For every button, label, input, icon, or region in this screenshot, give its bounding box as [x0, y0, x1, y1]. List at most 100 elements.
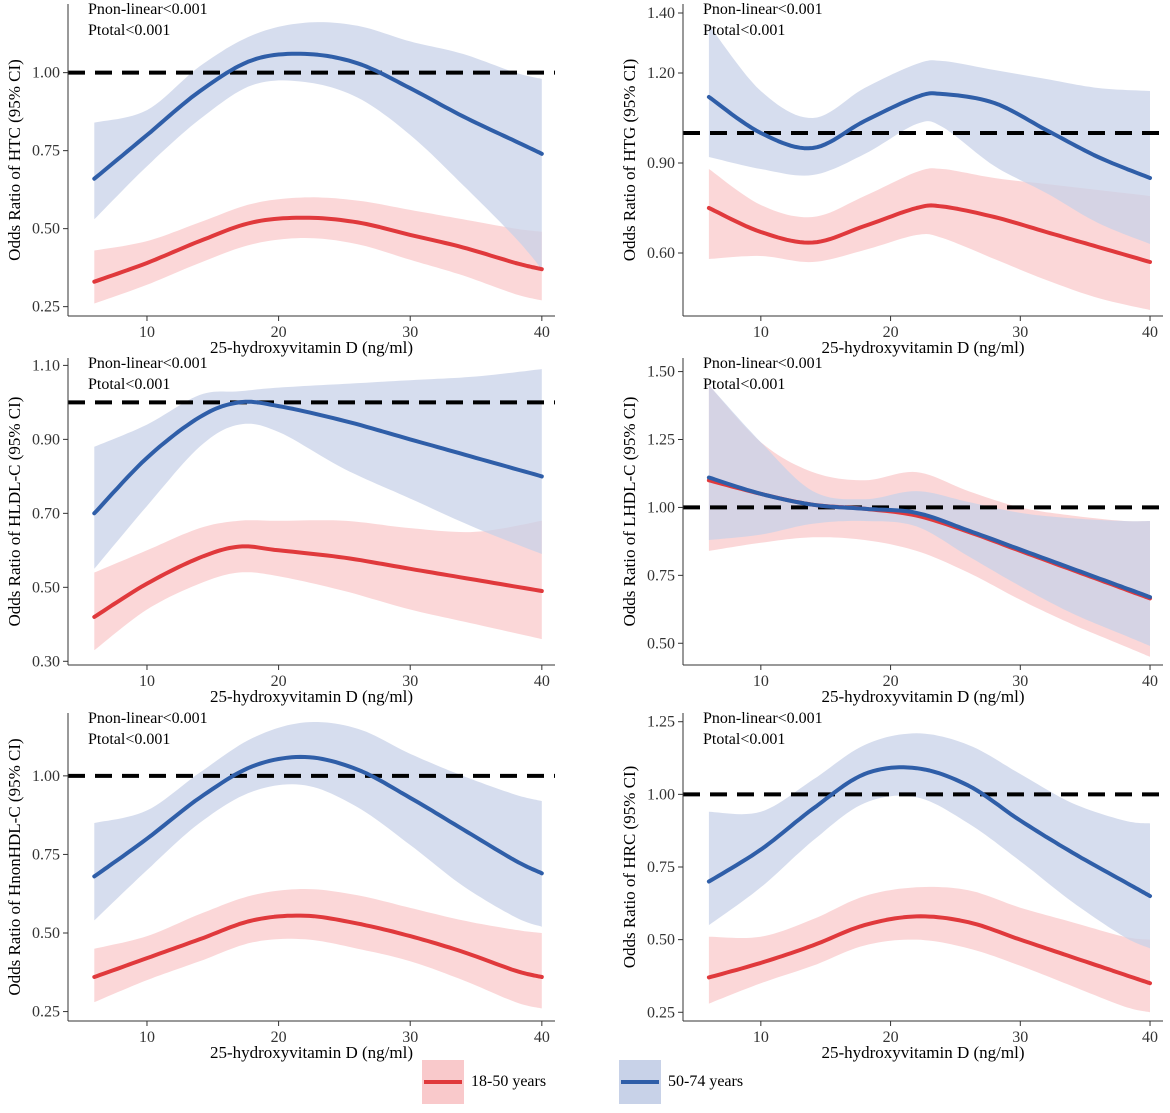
- y-tick-label: 0.90: [647, 155, 675, 172]
- y-tick-label: 0.50: [32, 925, 60, 942]
- x-tick-label: 30: [402, 673, 418, 690]
- chart-panel-4: 0.50 0.75 1.00 1.25 1.50 10 20 30 40 25-hydroxyvi…: [620, 355, 1163, 706]
- y-axis-title: Odds Ratio of HnonHDL-C (95% CI): [5, 738, 24, 995]
- x-tick-label: 40: [1142, 324, 1158, 341]
- ci-band-50-74: [708, 733, 1150, 949]
- x-tick-label: 10: [753, 324, 769, 341]
- y-tick-label: 1.00: [32, 65, 60, 82]
- ci-band-50-74: [94, 369, 542, 569]
- x-tick-label: 20: [883, 1029, 899, 1046]
- y-tick-label: 1.10: [32, 357, 60, 374]
- ci-band-18-50: [708, 886, 1150, 1013]
- x-tick-label: 20: [271, 673, 287, 690]
- x-tick-label: 10: [139, 324, 155, 341]
- y-tick-label: 1.25: [647, 432, 675, 449]
- p-nonlinear-annotation: Pnon-linear<0.001: [703, 710, 823, 727]
- y-tick-label: 1.00: [647, 786, 675, 803]
- chart-panel-1: 0.25 0.50 0.75 1.00 10 20 30 40 25-hydroxyvitami…: [5, 1, 555, 357]
- legend: 18-50 years 50-74 years: [422, 1060, 743, 1104]
- y-axis-title: Odds Ratio of HLDL-C (95% CI): [5, 397, 24, 627]
- series-line-18-50: [92, 215, 544, 284]
- y-tick-label: 1.00: [32, 768, 60, 785]
- series-line-50-74: [92, 399, 544, 516]
- ci-band-18-50: [708, 168, 1150, 310]
- p-nonlinear-annotation: Pnon-linear<0.001: [703, 355, 823, 372]
- y-tick-label: 0.70: [32, 505, 60, 522]
- legend-label: 50-74 years: [668, 1073, 743, 1090]
- y-axis-title: Odds Ratio of LHDL-C (95% CI): [620, 397, 639, 627]
- x-axis-title: 25-hydroxyvitamin D (ng/ml): [821, 687, 1024, 706]
- x-tick-label: 30: [1012, 1029, 1028, 1046]
- p-total-annotation: Ptotal<0.001: [88, 22, 170, 39]
- x-tick-label: 40: [534, 324, 550, 341]
- y-tick-label: 0.75: [647, 859, 675, 876]
- ci-band-50-74: [94, 22, 542, 270]
- y-tick-label: 0.75: [647, 567, 675, 584]
- series-line-50-74: [92, 51, 544, 181]
- x-tick-label: 30: [1012, 324, 1028, 341]
- x-tick-label: 10: [139, 673, 155, 690]
- x-tick-label: 30: [402, 1029, 418, 1046]
- series-line-18-50: [706, 203, 1152, 264]
- ci-band-50-74: [708, 25, 1150, 244]
- legend-item-50-74: 50-74 years: [619, 1060, 743, 1104]
- series-line-18-50: [706, 914, 1152, 986]
- y-tick-label: 1.20: [647, 65, 675, 82]
- y-tick-label: 0.50: [647, 635, 675, 652]
- y-axis-title: Odds Ratio of HRC (95% CI): [620, 766, 639, 969]
- series-line-50-74: [706, 765, 1152, 899]
- x-axis-title: 25-hydroxyvitamin D (ng/ml): [210, 687, 413, 706]
- series-line-50-74: [706, 91, 1152, 180]
- chart-panel-3: 0.30 0.50 0.70 0.90 1.10 10 20 30 40 25-hydroxyvi…: [5, 355, 555, 706]
- p-total-annotation: Ptotal<0.001: [88, 731, 170, 748]
- y-tick-label: 0.25: [647, 1004, 675, 1021]
- x-tick-label: 30: [402, 324, 418, 341]
- y-tick-label: 1.25: [647, 714, 675, 731]
- x-tick-label: 20: [271, 324, 287, 341]
- x-tick-label: 40: [1142, 1029, 1158, 1046]
- y-axis-title: Odds Ratio of HTC (95% CI): [5, 59, 24, 261]
- y-tick-label: 0.50: [32, 221, 60, 238]
- x-tick-label: 10: [753, 1029, 769, 1046]
- x-axis-title: 25-hydroxyvitamin D (ng/ml): [210, 1043, 413, 1062]
- x-tick-label: 20: [883, 673, 899, 690]
- chart-panel-5: 0.25 0.50 0.75 1.00 10 20 30 40 25-hydroxyvitami…: [5, 710, 555, 1062]
- ci-band-18-50: [94, 889, 542, 1009]
- y-tick-label: 1.40: [647, 5, 675, 22]
- x-axis-title: 25-hydroxyvitamin D (ng/ml): [821, 1043, 1024, 1062]
- x-tick-label: 40: [1142, 673, 1158, 690]
- ci-band-50-74: [94, 722, 542, 927]
- y-tick-label: 0.25: [32, 1004, 60, 1021]
- x-axis-title: 25-hydroxyvitamin D (ng/ml): [210, 338, 413, 357]
- y-tick-label: 0.25: [32, 299, 60, 316]
- y-tick-label: 1.00: [647, 499, 675, 516]
- chart-panel-2: 0.60 0.90 1.20 1.40 10 20 30 40 25-hydroxyvitami…: [620, 1, 1163, 357]
- x-tick-label: 10: [753, 673, 769, 690]
- x-tick-label: 20: [271, 1029, 287, 1046]
- y-tick-label: 0.60: [647, 245, 675, 262]
- series-line-18-50: [92, 544, 544, 619]
- legend-item-18-50: 18-50 years: [422, 1060, 546, 1104]
- y-axis-title: Odds Ratio of HTG (95% CI): [620, 59, 639, 262]
- p-total-annotation: Ptotal<0.001: [703, 376, 785, 393]
- y-tick-label: 0.75: [32, 143, 60, 160]
- y-tick-label: 0.50: [32, 579, 60, 596]
- p-nonlinear-annotation: Pnon-linear<0.001: [88, 355, 208, 372]
- x-tick-label: 40: [534, 673, 550, 690]
- x-tick-label: 20: [883, 324, 899, 341]
- p-nonlinear-annotation: Pnon-linear<0.001: [88, 710, 208, 727]
- x-tick-label: 30: [1012, 673, 1028, 690]
- p-total-annotation: Ptotal<0.001: [88, 376, 170, 393]
- x-tick-label: 10: [139, 1029, 155, 1046]
- series-line-50-74: [92, 754, 544, 879]
- legend-label: 18-50 years: [471, 1073, 546, 1090]
- p-total-annotation: Ptotal<0.001: [703, 22, 785, 39]
- ci-band-18-50: [94, 520, 542, 651]
- y-tick-label: 0.75: [32, 846, 60, 863]
- ci-band-18-50: [94, 197, 542, 304]
- chart-panel-6: 0.25 0.50 0.75 1.00 1.25 10 20 30 40 25-hydroxyvi…: [620, 710, 1163, 1062]
- p-total-annotation: Ptotal<0.001: [703, 731, 785, 748]
- x-axis-title: 25-hydroxyvitamin D (ng/ml): [821, 338, 1024, 357]
- x-tick-label: 40: [534, 1029, 550, 1046]
